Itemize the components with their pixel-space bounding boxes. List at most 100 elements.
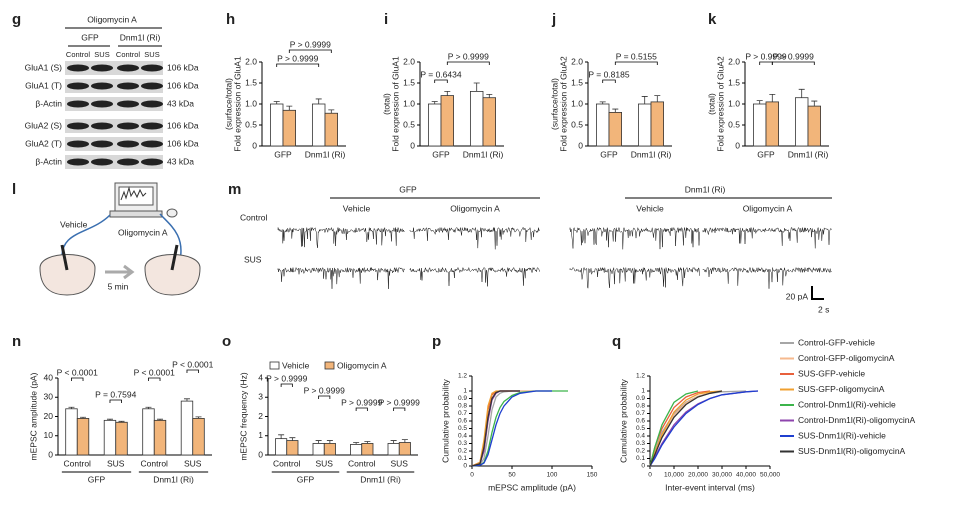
annotation: P > 0.9999 (379, 397, 420, 407)
blot-band (141, 82, 163, 90)
panel-letter: k (708, 11, 717, 28)
y-tick-label: 2.0 (403, 56, 415, 66)
annotation: P > 0.9999 (341, 397, 382, 407)
x-tick-label: GFP (432, 149, 450, 159)
bracket (393, 407, 406, 411)
line (471, 390, 520, 467)
y-tick-label: 0.6 (458, 418, 467, 425)
y-tick-label: 0.7 (636, 410, 645, 417)
blot-band (117, 158, 139, 166)
error-bar (811, 100, 818, 107)
y-tick-label: 30 (44, 392, 54, 402)
x-tick-label: Dnm1l (Ri) (463, 149, 504, 159)
trace (409, 226, 540, 250)
trace (702, 266, 832, 289)
y-tick-label: 1.0 (403, 98, 415, 108)
error-bar (486, 93, 493, 98)
y-tick-label: 3 (258, 392, 263, 402)
y-tick-label: 0.1 (458, 455, 467, 462)
annotation: P > 0.9999 (448, 51, 489, 61)
panel-letter: q (612, 333, 621, 350)
bar (650, 101, 665, 147)
label: GFP (81, 32, 99, 42)
y-tick-label: 0.6 (636, 418, 645, 425)
y-tick-label: 0 (48, 449, 53, 459)
blot-strip (65, 61, 163, 75)
x-tick-label: SUS (107, 458, 125, 468)
legend-label: SUS-Dnm1l(Ri)-oligomycinA (798, 446, 906, 456)
error-bar (183, 398, 190, 402)
legend-label: SUS-GFP-oligomycinA (798, 384, 885, 394)
blot-strip (65, 119, 163, 133)
legend-label: Control-Dnm1l(Ri)-vehicle (798, 399, 896, 409)
y-axis-label: mEPSC amplitude (pA) (28, 372, 38, 460)
x-axis-label: Inter-event interval (ms) (665, 482, 755, 492)
y-tick-label: 0.9 (458, 395, 467, 402)
y-tick-label: 1.2 (458, 373, 467, 380)
label: GluA2 (S) (25, 120, 62, 130)
line (471, 390, 520, 467)
error-bar (118, 420, 125, 423)
line (649, 390, 723, 467)
error-bar (473, 82, 480, 92)
blot-band (91, 140, 113, 148)
x-tick-label: 10,000 (664, 472, 684, 479)
error-bar (431, 101, 438, 104)
bar (180, 400, 194, 456)
blot-band (91, 64, 113, 72)
x-tick-label: Control (64, 458, 92, 468)
trace (409, 266, 540, 287)
legend-swatch (324, 361, 335, 370)
legend-label: Control-GFP-vehicle (798, 337, 875, 347)
error-bar (106, 418, 113, 421)
label: 106 kDa (167, 62, 199, 72)
x-tick-label: 50 (508, 472, 516, 479)
bracket (280, 383, 293, 387)
blot-strip (65, 79, 163, 93)
bar (350, 444, 363, 456)
bar (469, 91, 484, 147)
y-tick-label: 1 (641, 388, 645, 395)
y-axis-label: Fold expression of GluA1 (390, 56, 400, 152)
y-tick-label: 2.0 (245, 56, 257, 66)
y-tick-label: 0.4 (458, 433, 467, 440)
legend-label: SUS-Dnm1l(Ri)-vehicle (798, 430, 886, 440)
bar (361, 443, 374, 456)
label: Dnm1l (Ri) (120, 32, 161, 42)
blot-strip (65, 97, 163, 111)
y-tick-label: 0.5 (403, 119, 415, 129)
bracket (186, 369, 199, 373)
trace (569, 266, 700, 289)
error-bar (641, 96, 648, 104)
blot-band (91, 158, 113, 166)
bar (275, 438, 288, 456)
scale-bar (811, 286, 824, 300)
cable (159, 213, 182, 261)
blot-strip (65, 137, 163, 151)
legend-label: Vehicle (282, 360, 310, 370)
error-bar (286, 105, 293, 111)
error-bar (798, 88, 805, 98)
y-tick-label: 0.7 (458, 410, 467, 417)
bar (192, 418, 205, 456)
bracket (771, 61, 815, 65)
blot-band (117, 122, 139, 130)
bar (427, 103, 442, 147)
annotation: P > 0.9999 (773, 51, 814, 61)
y-axis-label: Cumulative probability (618, 378, 628, 462)
x-tick-label: GFP (757, 149, 775, 159)
x-tick-label: Control (273, 458, 301, 468)
y-tick-label: 0.2 (458, 448, 467, 455)
label: Vehicle (636, 203, 664, 213)
line (649, 390, 699, 467)
x-tick-label: GFP (274, 149, 292, 159)
error-bar (353, 442, 360, 445)
group-label: Dnm1l (Ri) (153, 474, 194, 484)
annotation: P > 0.9999 (277, 53, 318, 63)
error-bar (364, 441, 371, 444)
y-tick-label: 0.5 (571, 119, 583, 129)
bar (753, 103, 767, 147)
bracket (446, 61, 490, 65)
blot-band (67, 82, 89, 90)
annotation: P > 0.9999 (266, 373, 307, 383)
